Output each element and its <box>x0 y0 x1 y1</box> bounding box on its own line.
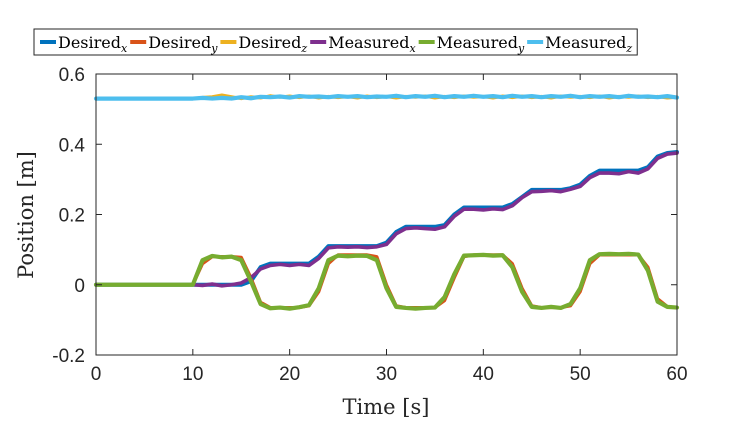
legend-label: Desired <box>238 33 301 52</box>
x-tick-label: 30 <box>376 364 397 385</box>
y-tick-label: 0 <box>74 276 85 297</box>
legend-label: Measured <box>437 33 518 52</box>
y-tick-label: 0.4 <box>59 135 86 156</box>
legend-entry-measured-y: Measured y <box>418 33 525 55</box>
legend-label: Measured <box>328 33 409 52</box>
legend-subscript: y <box>517 42 525 55</box>
legend-subscript: z <box>625 42 632 55</box>
x-tick-label: 20 <box>279 364 300 385</box>
y-tick-label: -0.2 <box>52 346 85 367</box>
legend-entry-measured-x: Measured x <box>310 33 416 55</box>
y-tick-label: 0.6 <box>59 65 85 86</box>
x-tick-label: 50 <box>570 364 591 385</box>
legend-label: Desired <box>148 33 211 52</box>
legend-subscript: y <box>210 42 218 55</box>
plot-series <box>93 93 680 311</box>
x-axis-label: Time [s] <box>343 395 430 419</box>
x-tick-label: 0 <box>91 364 102 385</box>
x-tick-label: 40 <box>473 364 494 385</box>
legend-subscript: x <box>121 42 128 55</box>
legend-label: Desired <box>58 33 121 52</box>
legend: Desired x Desired y Desired z Measured x Measure… <box>33 28 638 56</box>
series-line-measured-z <box>93 93 680 101</box>
plot-frame <box>95 73 678 356</box>
x-tick-label: 10 <box>182 364 203 385</box>
axes <box>95 73 678 356</box>
series-line-measured-y <box>93 251 680 311</box>
legend-entry-desired-x: Desired x <box>40 33 128 55</box>
legend-entry-desired-y: Desired y <box>130 33 218 55</box>
legend-subscript: z <box>300 42 307 55</box>
y-axis-label: Position [m] <box>14 151 38 279</box>
x-ticks: 0 10 20 30 40 50 60 <box>91 74 688 385</box>
legend-entry-desired-z: Desired z <box>220 33 307 55</box>
series-line-measured-x <box>94 151 679 288</box>
legend-entry-measured-z: Measured z <box>527 33 632 55</box>
x-tick-label: 60 <box>666 364 687 385</box>
y-tick-label: 0.2 <box>59 206 85 227</box>
legend-label: Measured <box>545 33 626 52</box>
legend-subscript: x <box>409 42 416 55</box>
y-ticks: -0.2 0 0.2 0.4 0.6 <box>52 65 677 367</box>
